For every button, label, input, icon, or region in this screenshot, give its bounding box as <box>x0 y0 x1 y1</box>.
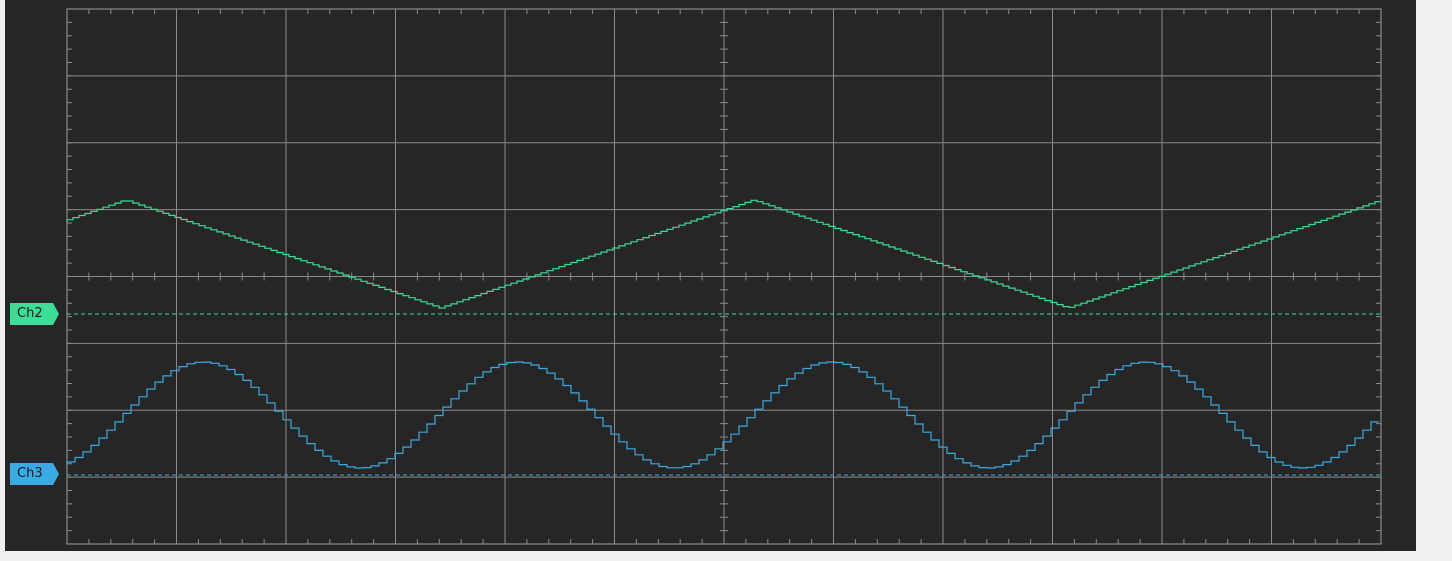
waveform-traces <box>66 199 1381 469</box>
oscilloscope-display[interactable]: Ch2 Ch3 <box>5 0 1416 551</box>
ch3-label: Ch3 <box>10 463 53 485</box>
ch2-label: Ch2 <box>10 303 53 325</box>
graticule <box>66 8 1382 545</box>
ch3-offset-marker[interactable]: Ch3 <box>10 463 59 485</box>
ch3-waveform <box>66 361 1379 469</box>
channel-reference-lines <box>67 313 1381 476</box>
ch2-marker-arrow-icon <box>53 303 59 325</box>
scope-screen <box>66 8 1382 545</box>
ch2-waveform <box>66 199 1381 309</box>
ch2-offset-marker[interactable]: Ch2 <box>10 303 59 325</box>
ch3-marker-arrow-icon <box>53 463 59 485</box>
